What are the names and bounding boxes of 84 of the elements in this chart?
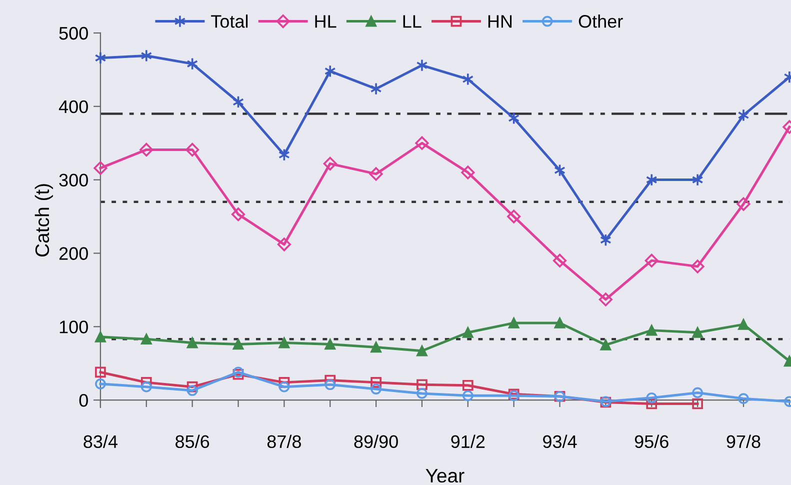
point	[690, 260, 704, 274]
point	[370, 377, 382, 388]
y-tick-label: 500	[59, 26, 88, 40]
x-tick-label: 95/6	[634, 434, 668, 448]
x-tick-label: 93/4	[543, 434, 577, 448]
legend-label: HN	[488, 15, 512, 28]
point	[324, 64, 336, 78]
legend-label: Total	[211, 14, 248, 28]
point	[508, 318, 520, 328]
point	[646, 398, 658, 410]
point	[646, 392, 658, 404]
point	[232, 338, 244, 350]
point	[692, 387, 703, 398]
point	[186, 57, 198, 70]
point	[186, 381, 198, 392]
point	[738, 108, 750, 122]
point	[644, 254, 658, 268]
legend-label: Other	[578, 14, 623, 28]
point	[370, 82, 382, 96]
point	[598, 292, 612, 306]
point	[692, 173, 704, 186]
point	[278, 381, 290, 392]
point	[369, 167, 383, 181]
point	[415, 136, 429, 150]
x-tick-label: 97/8	[726, 434, 760, 448]
point	[416, 388, 428, 399]
point	[323, 156, 337, 170]
point	[646, 324, 658, 336]
point	[278, 148, 290, 162]
y-tick-label: 200	[59, 247, 88, 260]
point	[140, 49, 152, 62]
point	[140, 334, 152, 345]
point	[738, 319, 749, 330]
point	[692, 398, 703, 410]
point	[462, 72, 474, 86]
point	[277, 238, 291, 252]
x-tick-label: 91/2	[451, 434, 485, 448]
y-axis-title: Catch (t)	[34, 184, 53, 256]
x-tick-label: 89/90	[354, 434, 398, 448]
point	[462, 380, 474, 391]
point	[94, 161, 108, 175]
point	[324, 379, 336, 390]
point	[140, 381, 152, 392]
y-tick-label: 400	[58, 100, 88, 114]
point	[278, 337, 290, 348]
point	[95, 366, 106, 378]
x-tick-label: 85/6	[176, 434, 210, 448]
point	[370, 342, 382, 353]
point	[324, 338, 336, 350]
point	[738, 393, 749, 404]
point	[554, 318, 566, 328]
point	[554, 164, 566, 177]
x-axis-title: Year	[426, 468, 464, 483]
point	[416, 345, 428, 356]
point	[461, 166, 475, 180]
y-tick-label: 300	[59, 174, 88, 187]
point	[186, 142, 200, 157]
point	[600, 340, 612, 350]
legend-label: LL	[403, 15, 422, 28]
x-tick-label: 87/8	[267, 434, 301, 448]
point	[462, 390, 474, 402]
point	[186, 337, 198, 348]
point	[95, 378, 106, 390]
point	[231, 208, 246, 222]
point	[416, 379, 428, 390]
point	[600, 234, 612, 246]
point	[692, 327, 703, 338]
point	[370, 384, 382, 394]
point	[552, 254, 567, 268]
point	[94, 51, 106, 64]
point	[736, 197, 750, 211]
y-tick-label: 100	[60, 320, 88, 334]
point	[507, 210, 521, 224]
y-tick-label: 0	[79, 394, 88, 407]
point	[508, 112, 520, 125]
point	[140, 142, 154, 157]
legend-label: HL	[315, 15, 336, 28]
point	[646, 173, 658, 186]
point	[232, 96, 244, 108]
point	[462, 327, 474, 338]
x-tick-label: 83/4	[84, 434, 118, 448]
point	[95, 332, 106, 342]
point	[416, 58, 428, 72]
point	[186, 385, 198, 396]
